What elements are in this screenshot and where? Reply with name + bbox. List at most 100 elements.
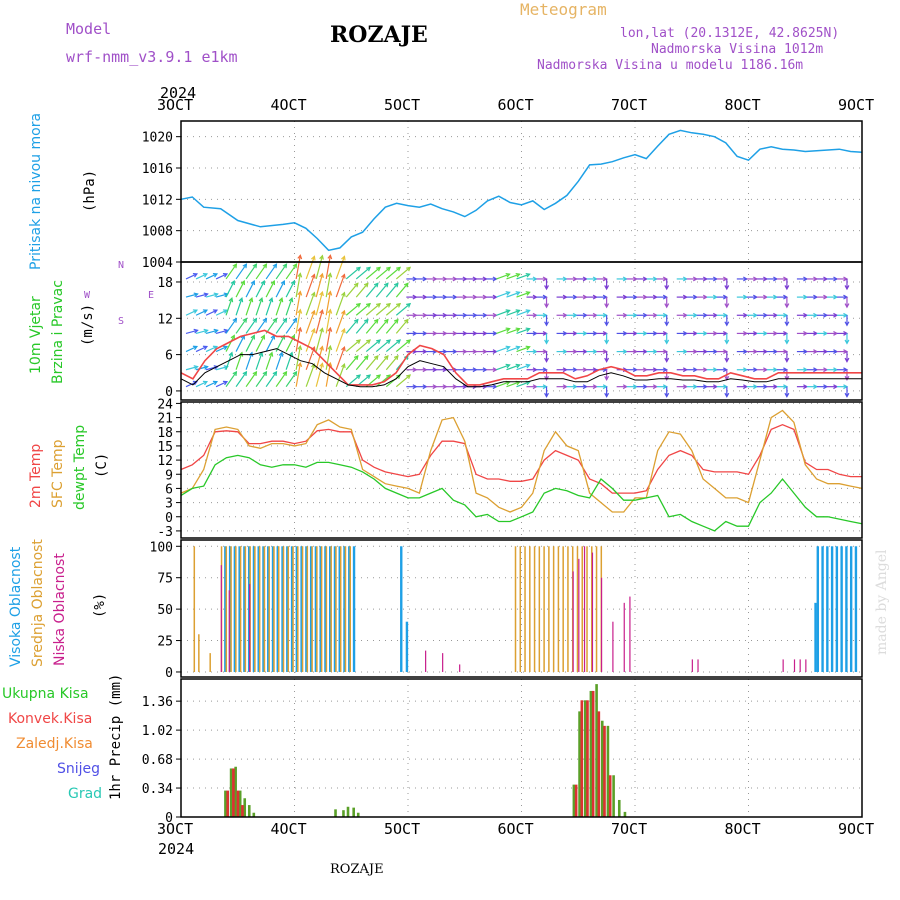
precip-bar-0	[356, 812, 360, 817]
cloud-bar-high	[252, 546, 256, 672]
wind-arrow	[205, 329, 218, 335]
wind-arrow-head	[319, 327, 324, 333]
wind-arrow-head	[753, 367, 759, 373]
precip-legend-freezing: Zaledj.Kisa	[16, 736, 93, 752]
wind-arrow-head	[252, 370, 258, 376]
wind-arrow	[365, 266, 381, 280]
wind-arrow-head	[482, 384, 488, 390]
cloud-bar-high	[333, 546, 337, 672]
cloud-bar-high	[405, 621, 409, 672]
wind-speed-line	[180, 329, 862, 386]
wind-arrow-head	[632, 384, 638, 390]
cloud-bar-high	[830, 546, 834, 672]
series-lines	[180, 129, 863, 532]
wind-arrow	[205, 309, 218, 316]
wind-arrow-head	[327, 344, 333, 351]
wind-arrow-head	[763, 330, 769, 336]
precip-tick-label: 1.36	[142, 695, 173, 710]
wind-arrow-head	[702, 367, 709, 373]
compass-n: N	[118, 260, 125, 271]
wind-arrow-head	[262, 370, 268, 376]
wind-arrow-head	[664, 357, 670, 363]
wind-arrow-head	[310, 309, 316, 315]
wind-arrow-head	[813, 312, 819, 318]
wind-arrow-head	[373, 354, 379, 360]
cloud-tick-label: 0	[165, 666, 173, 681]
wind-arrow	[325, 273, 331, 298]
wind-arrow-head	[843, 276, 849, 282]
wind-arrow-head	[327, 272, 333, 278]
wind-arrow-head	[823, 312, 829, 318]
wind-arrow-head	[602, 330, 608, 336]
wind-arrow-head	[702, 384, 709, 390]
cloud-bar-mid	[209, 653, 211, 672]
wind-arrow-head	[602, 294, 608, 300]
wind-arrow-head	[652, 294, 658, 300]
precip-bar-1	[608, 775, 612, 817]
wind-arrow-head	[542, 294, 548, 300]
wind-arrow-head	[319, 362, 324, 368]
precip-bar-0	[229, 768, 233, 817]
wind-arrow-head	[544, 285, 549, 291]
temp-tick-label: 21	[157, 412, 173, 427]
precip-bar-1	[574, 784, 578, 817]
wind-arrow-head	[272, 317, 278, 323]
wind-arrow-head	[712, 276, 719, 282]
wind-arrow	[195, 329, 208, 335]
wind-arrow-head	[373, 282, 379, 288]
wind-arrow-head	[270, 279, 276, 286]
wind-arrow-head	[562, 312, 568, 318]
wind-arrow	[345, 339, 361, 353]
wind-arrow-head	[803, 294, 809, 300]
wind-label-1: 10m Vjetar	[28, 296, 44, 374]
wind-arrow-head	[712, 367, 719, 373]
cloud-bar-mid	[198, 634, 200, 672]
cloud-bar-mid	[533, 546, 536, 672]
wind-arrow	[496, 381, 510, 388]
wind-arrow-head	[482, 349, 488, 355]
wind-arrow-head	[462, 294, 468, 300]
wind-arrow-head	[803, 349, 809, 355]
wind-arrow	[235, 352, 243, 370]
wind-arrow	[185, 329, 198, 335]
wind-arrow	[335, 328, 346, 352]
cloud-bar-high	[238, 546, 241, 672]
wind-arrow-head	[472, 312, 478, 318]
wind-arrow-head	[203, 365, 209, 370]
wind-arrow-head	[222, 309, 229, 314]
pressure-unit: (hPa)	[82, 169, 98, 212]
wind-arrow	[205, 381, 218, 388]
wind-arrow-head	[622, 276, 628, 282]
wind-arrow-head	[582, 349, 588, 355]
precip-unit: 1hr Precip (mm)	[108, 673, 124, 800]
wind-arrow-head	[833, 330, 839, 336]
wind-arrow-head	[662, 294, 668, 300]
wind-arrow-head	[702, 312, 709, 318]
cloud-bar-high	[826, 546, 829, 672]
date-label-bottom: 4OCT	[270, 820, 307, 838]
wind-arrow-head	[773, 312, 779, 318]
wind-arrow	[245, 352, 253, 370]
wind-arrow-head	[412, 312, 418, 318]
wind-speed-line	[180, 348, 862, 388]
wind-arrow-head	[542, 276, 548, 282]
cloud-bar-mid	[277, 546, 280, 672]
wind-arrow-head	[592, 330, 598, 336]
wind-arrow-head	[482, 276, 488, 282]
wind-arrow	[195, 381, 208, 388]
wind-arrow	[215, 309, 228, 316]
wind-arrow-head	[297, 308, 303, 314]
date-label-top: 4OCT	[270, 96, 307, 114]
year-bottom: 2024	[158, 840, 195, 858]
wind-arrow-head	[582, 367, 588, 373]
wind-arrow-head	[272, 370, 278, 376]
wind-arrow-head	[753, 276, 759, 282]
wind-arrow-head	[582, 294, 588, 300]
wind-arrow-head	[406, 339, 412, 344]
wind-arrow-head	[692, 276, 698, 282]
pressure-line	[180, 129, 863, 252]
wind-arrow	[275, 318, 287, 334]
wind-arrow	[365, 339, 381, 353]
wind-arrow-head	[492, 349, 498, 355]
wind-arrow-head	[252, 263, 258, 269]
